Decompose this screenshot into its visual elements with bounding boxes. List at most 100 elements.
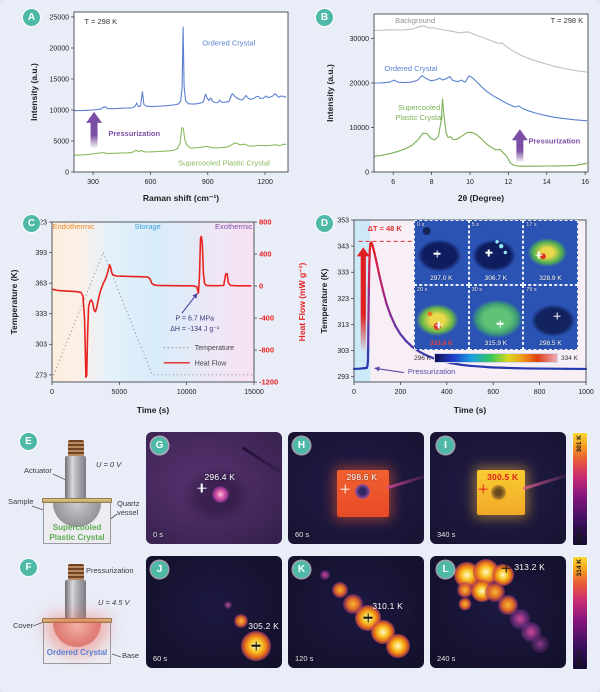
colorbar-max-label: 301 K <box>575 435 583 453</box>
panel-badge-j: J <box>151 561 168 578</box>
xrd-svg: 6 8 10 12 14 16 0 10000 20000 30000 2θ (Degree) Int… <box>325 13 589 203</box>
frame-time-label: 120 s <box>295 654 314 663</box>
cover-label: Cover <box>13 621 34 630</box>
pressurization-label: Pressurization <box>86 566 134 575</box>
crosshair-marker <box>535 252 542 259</box>
panel-badge-e: E <box>20 433 37 450</box>
frame-time-label: 340 s <box>437 530 456 539</box>
inset-temp-label: 328.9 K <box>539 275 562 282</box>
svg-text:Raman shift (cm⁻¹): Raman shift (cm⁻¹) <box>143 193 219 203</box>
spot-temp-label: 305.2 K <box>248 620 279 631</box>
thermal-image-l: 313.2 K 240 s <box>430 556 566 668</box>
svg-text:0: 0 <box>352 389 356 396</box>
svg-text:2θ (Degree): 2θ (Degree) <box>458 193 504 203</box>
crosshair-marker <box>485 249 492 256</box>
hot-spot <box>319 570 330 581</box>
svg-text:600: 600 <box>145 179 157 186</box>
quartz-vessel-label: Quartz vessel <box>117 499 140 517</box>
inset-temp-label: 297.0 K <box>430 275 453 282</box>
svg-text:293: 293 <box>337 374 349 381</box>
svg-text:Temperature (K): Temperature (K) <box>9 269 19 334</box>
crosshair-marker <box>497 320 504 327</box>
svg-text:10000: 10000 <box>50 107 70 114</box>
svg-text:5000: 5000 <box>53 138 69 145</box>
crosshair-marker <box>252 641 261 650</box>
raman-spectra-chart: 300 600 900 1200 0 5000 10000 15000 20000 25000 Ra… <box>26 4 296 211</box>
svg-text:15000: 15000 <box>50 76 70 83</box>
svg-text:600: 600 <box>487 389 499 396</box>
colorbar-min-label: 296 K <box>575 649 583 667</box>
panel-badge-g: G <box>151 437 168 454</box>
spot-temp-label: 298.6 K <box>346 472 378 483</box>
thermocouple-wire <box>522 472 566 491</box>
inset-frame-5s: 5 s 306.7 K <box>468 220 524 285</box>
svg-text:15000: 15000 <box>244 389 264 396</box>
svg-text:Heat Flow (mW g⁻¹): Heat Flow (mW g⁻¹) <box>297 263 307 342</box>
svg-text:-1200: -1200 <box>259 377 278 386</box>
frame-time-label: 60 s <box>295 530 310 539</box>
svg-text:5000: 5000 <box>112 389 128 396</box>
actuator-cylinder <box>65 456 86 498</box>
svg-text:12: 12 <box>504 179 512 186</box>
svg-text:353: 353 <box>337 217 349 224</box>
inset-time-label: 79 s <box>526 287 537 293</box>
inset-time-label: 30 s <box>471 287 482 293</box>
spot-temp-label: 313.2 K <box>514 561 546 572</box>
svg-text:20000: 20000 <box>50 45 70 52</box>
inset-temp-label: 298.5 K <box>539 340 562 347</box>
panel-badge-h: H <box>293 437 310 454</box>
svg-text:800: 800 <box>259 217 272 226</box>
actuator-label: Actuator <box>24 466 52 475</box>
inset-frame-79s: 79 s 298.5 K <box>523 285 578 350</box>
panel-badge-i: I <box>437 437 454 454</box>
svg-text:Pressurization: Pressurization <box>529 137 581 146</box>
inset-frame-30s: 30 s 315.9 K <box>468 285 524 350</box>
svg-text:363: 363 <box>35 281 47 288</box>
thermocouple-wire <box>241 446 282 481</box>
vessel-cover <box>42 498 112 503</box>
thermal-image-g: 296.4 K 0 s <box>146 432 282 544</box>
svg-text:303: 303 <box>35 342 47 349</box>
svg-text:Intensity (a.u.): Intensity (a.u.) <box>29 63 39 121</box>
inset-colorbar-max: 334 K <box>561 354 578 362</box>
svg-text:P = 6.7 MPa: P = 6.7 MPa <box>175 315 214 322</box>
raman-svg: 300 600 900 1200 0 5000 10000 15000 20000 25000 Ra… <box>29 11 289 203</box>
svg-text:900: 900 <box>202 179 214 186</box>
actuator-screw <box>68 564 84 581</box>
frame-time-label: 240 s <box>437 654 456 663</box>
svg-text:0: 0 <box>50 389 54 396</box>
thermal-inset-grid: 0 s 297.0 K 5 s 306.7 K 17 s 328.9 K 20 … <box>414 220 578 350</box>
crosshair-marker <box>554 313 561 320</box>
crystal-state-label: Ordered Crystal <box>46 648 108 657</box>
svg-text:313: 313 <box>337 322 349 329</box>
thermal-image-j: 305.2 K 60 s <box>146 556 282 668</box>
jet-colorbar-gradient <box>434 353 558 363</box>
inset-time-label: 17 s <box>526 222 537 228</box>
actuator-screw <box>68 440 84 457</box>
svg-text:ΔT = 48 K: ΔT = 48 K <box>367 224 402 233</box>
svg-text:303: 303 <box>337 348 349 355</box>
hot-spot <box>386 633 411 658</box>
svg-text:Ordered Crystal: Ordered Crystal <box>385 64 438 73</box>
base-label: Base <box>122 651 140 660</box>
svg-text:-400: -400 <box>259 313 274 322</box>
panel-badge-f: F <box>20 559 37 576</box>
svg-text:Temperature (K): Temperature (K) <box>319 268 329 333</box>
thermal-colorbar-row1: 301 K 296 K <box>572 432 588 546</box>
svg-text:Ordered Crystal: Ordered Crystal <box>202 38 255 47</box>
svg-text:Supercooled: Supercooled <box>398 103 440 112</box>
frame-time-label: 60 s <box>153 654 168 663</box>
svg-text:Heat Flow: Heat Flow <box>195 360 227 367</box>
vessel-cover <box>42 618 112 623</box>
svg-text:Time (s): Time (s) <box>137 405 170 415</box>
svg-text:1000: 1000 <box>578 389 594 396</box>
svg-text:Time (s): Time (s) <box>454 405 487 415</box>
panel-badge-l: L <box>437 561 454 578</box>
inset-frame-20s: 20 s 333.8 K <box>414 285 469 350</box>
svg-text:ΔH = -134 J g⁻¹: ΔH = -134 J g⁻¹ <box>170 326 220 333</box>
svg-text:333: 333 <box>337 270 349 277</box>
svg-text:14: 14 <box>543 179 551 186</box>
spot-temp-label: 310.1 K <box>372 600 404 611</box>
hot-spot <box>212 486 229 503</box>
svg-text:400: 400 <box>441 389 453 396</box>
